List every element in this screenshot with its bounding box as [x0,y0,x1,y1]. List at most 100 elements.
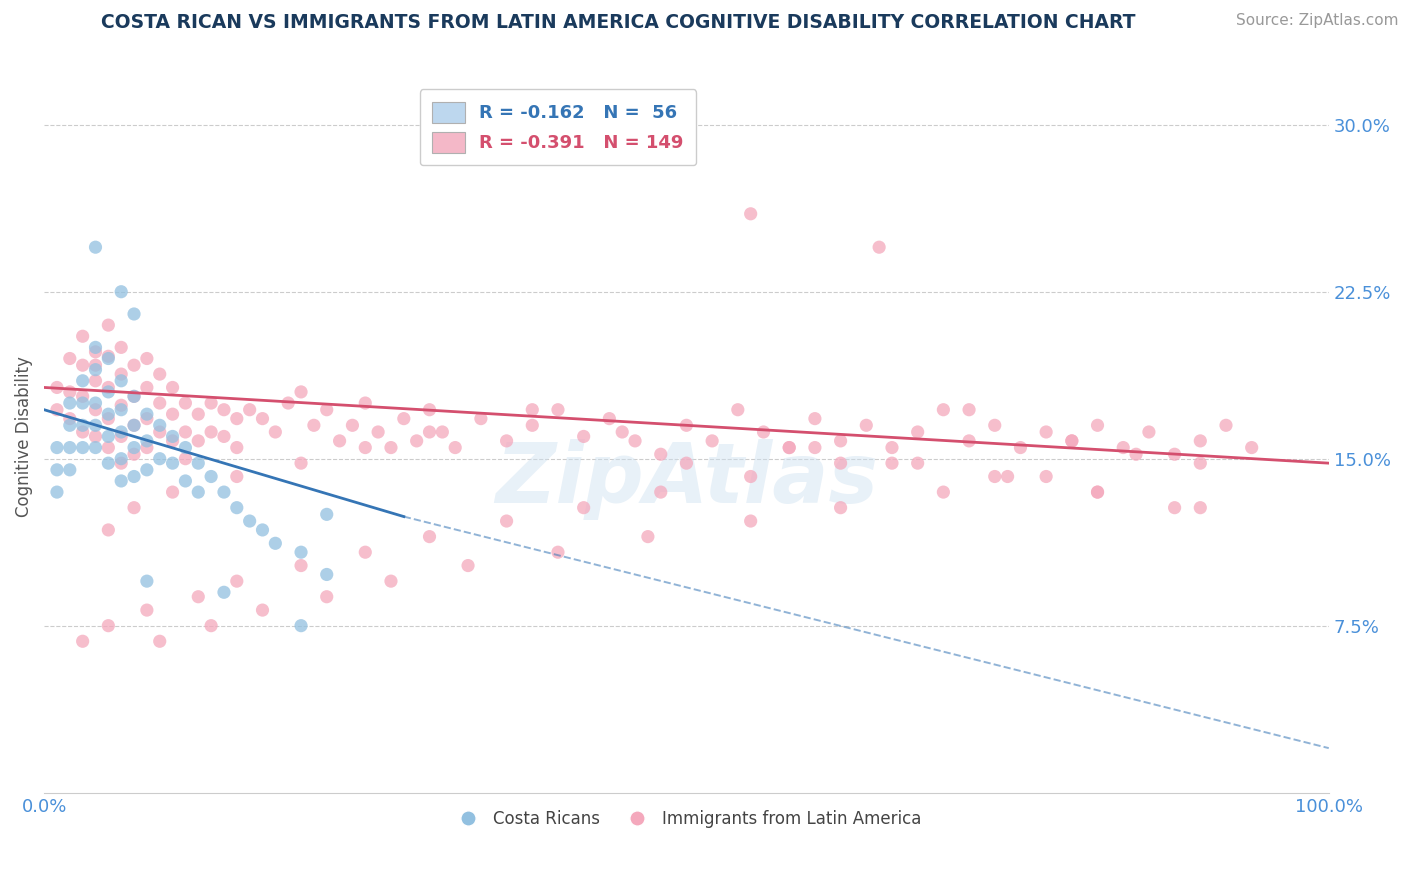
Point [1163,447,1185,461]
Point [290,456,312,470]
Point [290,545,312,559]
Point [122,500,145,515]
Point [354,396,377,410]
Point [984,469,1007,483]
Point [110,285,132,299]
Point [162,429,184,443]
Point [122,307,145,321]
Point [84,402,107,417]
Point [200,396,222,410]
Point [84,362,107,376]
Point [46,402,69,417]
Point [84,358,107,372]
Point [225,469,247,483]
Point [225,500,247,515]
Point [225,441,247,455]
Point [1189,456,1212,470]
Point [225,574,247,589]
Point [675,418,697,433]
Point [162,434,184,448]
Point [354,441,377,455]
Point [97,429,120,443]
Point [135,434,157,448]
Point [572,429,595,443]
Point [212,485,235,500]
Point [122,389,145,403]
Point [59,384,82,399]
Point [547,545,569,559]
Point [1035,469,1057,483]
Point [135,380,157,394]
Point [200,618,222,632]
Point [1087,418,1109,433]
Point [162,407,184,421]
Point [84,340,107,354]
Point [110,367,132,381]
Point [392,411,415,425]
Point [135,574,157,589]
Point [264,425,287,439]
Point [997,469,1019,483]
Point [264,536,287,550]
Point [46,380,69,394]
Point [174,474,197,488]
Point [59,441,82,455]
Point [97,441,120,455]
Point [72,441,94,455]
Point [72,358,94,372]
Point [149,418,172,433]
Point [110,474,132,488]
Point [1010,441,1032,455]
Point [135,441,157,455]
Point [187,485,209,500]
Point [984,418,1007,433]
Point [212,585,235,599]
Point [1137,425,1160,439]
Point [110,374,132,388]
Point [72,374,94,388]
Point [252,523,274,537]
Point [97,384,120,399]
Point [187,456,209,470]
Point [290,558,312,573]
Point [637,530,659,544]
Point [740,207,762,221]
Point [315,508,337,522]
Point [59,396,82,410]
Point [572,151,595,165]
Point [1215,418,1237,433]
Point [110,451,132,466]
Point [740,514,762,528]
Point [72,634,94,648]
Point [650,485,672,500]
Point [225,411,247,425]
Point [187,407,209,421]
Point [162,485,184,500]
Point [110,398,132,412]
Point [135,603,157,617]
Point [302,418,325,433]
Point [315,402,337,417]
Point [675,456,697,470]
Point [187,434,209,448]
Point [354,545,377,559]
Point [418,530,440,544]
Point [149,451,172,466]
Point [110,340,132,354]
Point [700,434,723,448]
Point [174,396,197,410]
Point [97,318,120,332]
Point [830,434,852,448]
Point [97,349,120,363]
Point [957,434,980,448]
Point [212,402,235,417]
Point [277,396,299,410]
Point [97,618,120,632]
Point [122,447,145,461]
Point [495,434,517,448]
Point [97,411,120,425]
Point [97,456,120,470]
Point [239,514,262,528]
Point [290,618,312,632]
Point [72,389,94,403]
